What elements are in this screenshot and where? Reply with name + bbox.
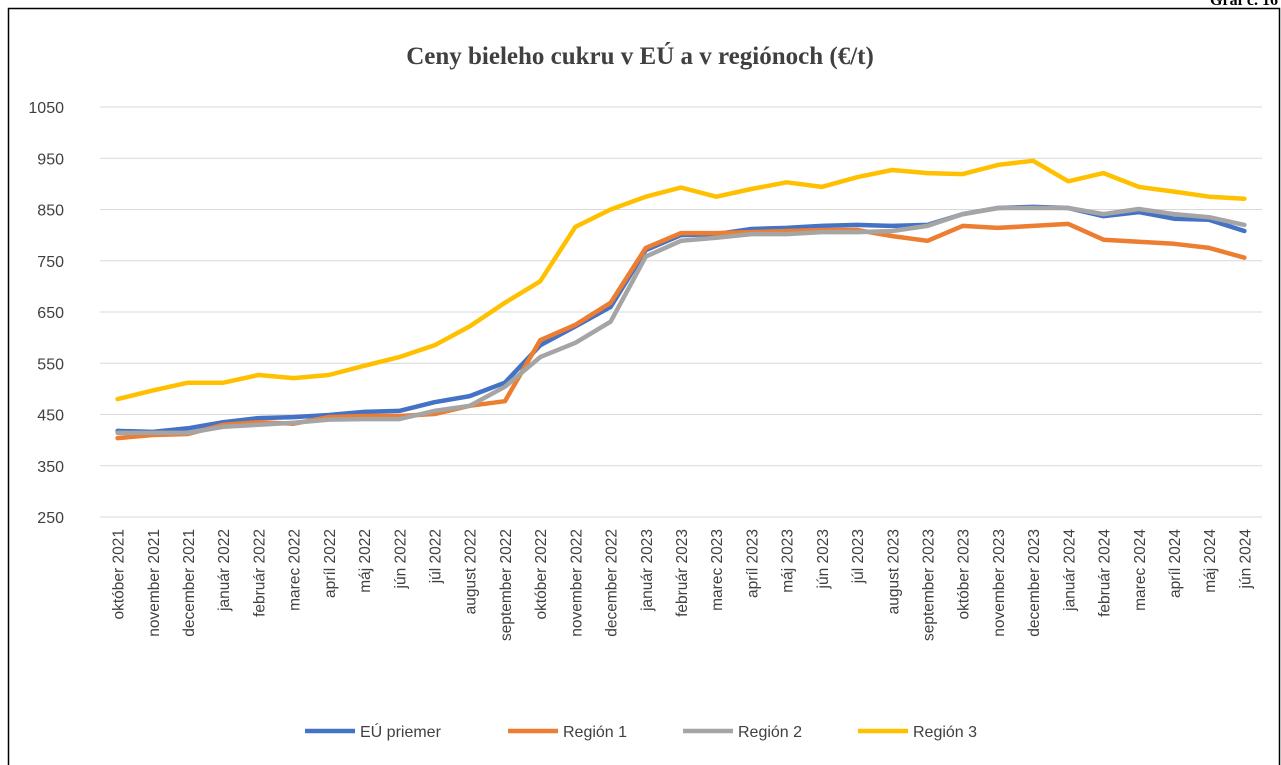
x-tick-label: júl 2022 (428, 529, 445, 584)
y-tick-label: 650 (37, 305, 64, 322)
y-tick-label: 350 (37, 459, 64, 476)
x-tick-label: október 2021 (111, 529, 128, 620)
x-tick-label: apríl 2024 (1167, 529, 1184, 598)
legend-label: Región 2 (738, 724, 802, 741)
x-tick-label: december 2022 (604, 529, 621, 637)
x-tick-label: november 2022 (568, 529, 585, 637)
x-tick-label: jún 2024 (1237, 529, 1254, 590)
series-line (115, 221, 1247, 441)
legend-label: Región 1 (563, 724, 627, 741)
x-tick-label: marec 2023 (709, 529, 726, 611)
y-tick-label: 550 (37, 356, 64, 373)
y-tick-label: 750 (37, 254, 64, 271)
x-tick-label: júl 2023 (850, 529, 867, 584)
x-tick-label: august 2022 (463, 529, 480, 614)
y-tick-label: 850 (37, 203, 64, 220)
x-tick-label: september 2023 (920, 529, 937, 641)
x-tick-label: február 2024 (1097, 529, 1114, 617)
x-tick-label: máj 2022 (357, 529, 374, 593)
y-tick-label: 450 (37, 408, 64, 425)
x-tick-label: november 2023 (991, 529, 1008, 637)
y-tick-label: 1050 (28, 100, 64, 117)
x-tick-label: apríl 2022 (322, 529, 339, 598)
x-tick-label: marec 2024 (1132, 529, 1149, 611)
y-tick-label: 950 (37, 151, 64, 168)
legend-label: Región 3 (913, 724, 977, 741)
x-tick-label: august 2023 (885, 529, 902, 614)
x-tick-label: marec 2022 (287, 529, 304, 611)
x-tick-label: október 2023 (956, 529, 973, 620)
chart-title: Ceny bieleho cukru v EÚ a v regiónoch (€… (406, 42, 874, 70)
x-tick-label: apríl 2023 (744, 529, 761, 598)
x-tick-label: máj 2024 (1202, 529, 1219, 593)
x-tick-label: máj 2023 (780, 529, 797, 593)
y-tick-label: 250 (37, 510, 64, 527)
corner-label: Graf č. 16 (1210, 0, 1278, 9)
x-tick-label: január 2024 (1061, 529, 1078, 612)
x-tick-label: september 2022 (498, 529, 515, 641)
x-tick-label: február 2022 (251, 529, 268, 617)
x-tick-label: január 2022 (216, 529, 233, 612)
x-tick-label: február 2023 (674, 529, 691, 617)
x-tick-label: december 2023 (1026, 529, 1043, 637)
x-tick-label: december 2021 (181, 529, 198, 637)
series-line (115, 205, 1247, 436)
chart-border (7, 7, 1281, 765)
x-tick-label: november 2021 (146, 529, 163, 637)
x-tick-label: jún 2022 (392, 529, 409, 589)
x-tick-label: október 2022 (533, 529, 550, 620)
series-line (115, 158, 1247, 402)
x-tick-label: január 2023 (639, 529, 656, 612)
legend-label: EÚ priemer (360, 722, 442, 741)
x-tick-label: jún 2023 (815, 529, 832, 589)
